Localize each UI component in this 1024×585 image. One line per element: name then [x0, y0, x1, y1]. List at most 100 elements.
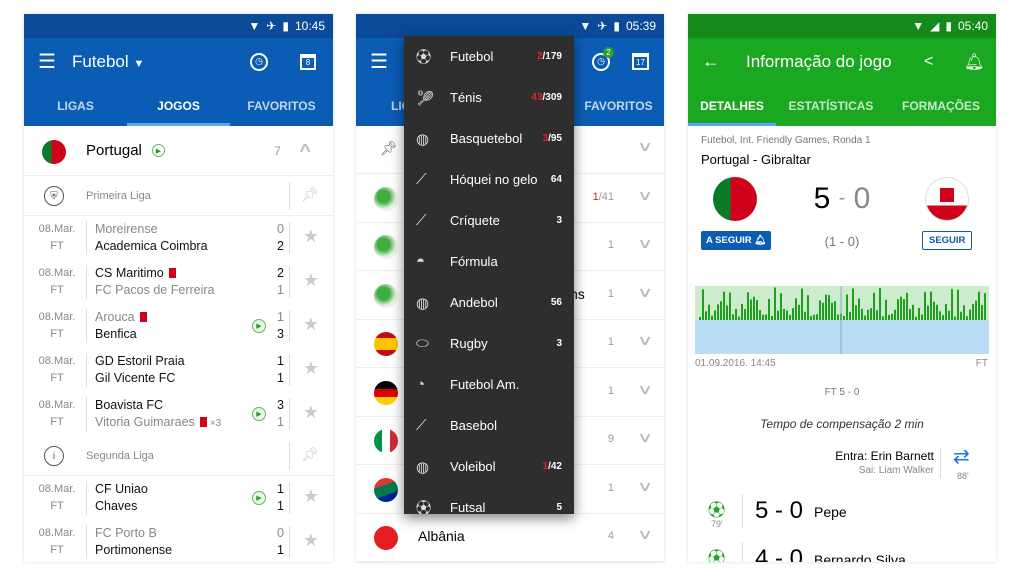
pin-icon[interactable]: 📌︎: [301, 446, 319, 462]
momentum-bar: [879, 287, 881, 320]
halftime-score: (1 - 0): [824, 234, 860, 249]
momentum-bar: [834, 301, 836, 320]
tab-jogos[interactable]: JOGOS: [127, 85, 230, 126]
match-row[interactable]: 08.Mar. FT CS Maritimo FC Pacos de Ferrei…: [24, 260, 333, 304]
sport-selector[interactable]: Futebol ▼: [72, 52, 144, 72]
total-count: 4: [607, 530, 614, 542]
momentum-bar: [846, 294, 848, 320]
world-flag-icon: [374, 186, 398, 211]
video-icon[interactable]: ▶: [252, 491, 266, 505]
chevron-down-icon[interactable]: ∨: [636, 283, 654, 300]
clock-icon[interactable]: ◷: [250, 52, 268, 71]
back-arrow-icon[interactable]: ←: [702, 51, 720, 71]
total-count: /42: [548, 461, 562, 472]
share-icon[interactable]: <: [924, 52, 934, 70]
momentum-bar: [966, 316, 968, 320]
red-card-icon: [168, 268, 176, 278]
tab-favoritos[interactable]: FAVORITOS: [584, 98, 653, 113]
favorite-star-icon[interactable]: ★: [302, 358, 319, 378]
tab-ligas[interactable]: LIGAS: [57, 98, 94, 113]
country-row[interactable]: Albânia 4 ∨: [356, 514, 664, 562]
momentum-bar: [963, 305, 965, 320]
chevron-down-icon[interactable]: ∨: [636, 138, 654, 154]
favorite-star-icon[interactable]: ★: [302, 226, 319, 246]
match-row[interactable]: 08.Mar. FT Arouca Benfica ▶ 1 3 ★: [24, 304, 333, 348]
battery-icon: ▮: [945, 19, 952, 33]
momentum-bar: [924, 291, 926, 320]
menu-item-sport[interactable]: ⟋ Hóquei no gelo 64: [404, 159, 574, 200]
momentum-bar: [774, 287, 776, 320]
menu-item-sport[interactable]: ◍ Voleibol 1/42: [404, 446, 574, 487]
favorite-star-icon[interactable]: ★: [302, 530, 319, 550]
momentum-bar: [891, 313, 893, 320]
match-row[interactable]: 08.Mar. FT FC Porto B Portimonense 0 1 ★: [24, 520, 333, 562]
follow-home-button[interactable]: A SEGUIR 🔔︎: [701, 231, 772, 250]
bell-icon[interactable]: 🔔︎: [964, 53, 985, 71]
match-row[interactable]: 08.Mar. FT CF Uniao Chaves ▶ 1 1 ★: [24, 476, 333, 520]
chevron-down-icon[interactable]: ∨: [636, 526, 654, 542]
menu-icon[interactable]: ☰: [370, 51, 388, 73]
menu-item-sport[interactable]: ◍ Andebol 56: [404, 282, 574, 323]
total-count: 1: [607, 384, 614, 397]
momentum-away-area: [695, 320, 989, 354]
chevron-down-icon[interactable]: ∨: [636, 429, 654, 445]
chevron-down-icon[interactable]: ∨: [636, 186, 654, 203]
country-count: 1: [608, 288, 614, 300]
follow-away-button[interactable]: SEGUIR: [922, 231, 973, 250]
favorite-star-icon[interactable]: ★: [302, 270, 319, 290]
match-row[interactable]: 08.Mar. FT Boavista FC Vitoria Guimaraes ×…: [24, 392, 333, 436]
timeline-start: 01.09.2016. 14:45: [695, 358, 776, 369]
menu-item-sport[interactable]: ⬭ Rugby 3: [404, 323, 574, 364]
menu-item-sport[interactable]: ⟋ Críquete 3: [404, 200, 574, 241]
menu-item-sport[interactable]: ◍ Basquetebol 3/95: [404, 118, 574, 159]
chevron-down-icon[interactable]: ∨: [636, 332, 654, 348]
league-logo-icon: ⛨: [44, 186, 64, 206]
video-icon[interactable]: ▶: [252, 407, 266, 421]
momentum-bar: [708, 304, 710, 320]
pin-icon[interactable]: 📌︎: [301, 186, 319, 202]
menu-item-sport[interactable]: ⟋ Basebol: [404, 405, 574, 446]
total-count: 3: [556, 338, 562, 349]
clock-icon[interactable]: ◷ 2: [592, 46, 614, 71]
calendar-icon[interactable]: 17: [632, 53, 649, 70]
momentum-bar: [897, 299, 899, 320]
favorite-star-icon[interactable]: ★: [302, 314, 319, 334]
match-status: FT: [50, 240, 64, 252]
momentum-bar: [720, 301, 722, 320]
favorite-star-icon[interactable]: ★: [302, 486, 319, 506]
baseball-icon: ⟋: [416, 417, 427, 434]
away-team: Portimonense: [95, 543, 173, 557]
menu-item-sport[interactable]: ◓ Fórmula: [404, 241, 574, 282]
menu-item-sport[interactable]: ◔ Futebol Am.: [404, 364, 574, 405]
momentum-bar: [789, 314, 791, 320]
chevron-down-icon[interactable]: ∨: [636, 477, 654, 494]
country-header[interactable]: Portugal ▶ 7 ∨: [24, 126, 333, 176]
match-row[interactable]: 08.Mar. FT GD Estoril Praia Gil Vicente F…: [24, 348, 333, 392]
momentum-bar: [705, 311, 707, 320]
tab-favoritos[interactable]: FAVORITOS: [247, 98, 316, 113]
chevron-down-icon[interactable]: ∨: [636, 380, 654, 397]
match-row[interactable]: 08.Mar. FT Moreirense Academica Coimbra 0…: [24, 216, 333, 260]
menu-icon[interactable]: ☰: [38, 51, 56, 73]
tab-detalhes[interactable]: DETALHES: [688, 85, 776, 126]
menu-item-sport[interactable]: 🎾︎ Ténis 43/309: [404, 77, 574, 118]
match-status: FT: [50, 372, 64, 384]
tab-formacoes[interactable]: FORMAÇÕES: [902, 98, 980, 113]
live-count: 43: [531, 92, 543, 103]
league-header[interactable]: ⛨ Primeira Liga 📌︎: [24, 176, 333, 216]
bell-icon: 🔔︎: [754, 235, 767, 246]
momentum-bar: [837, 314, 839, 320]
chevron-down-icon[interactable]: ∨: [636, 235, 654, 251]
sport-count: 3: [556, 215, 562, 226]
momentum-bar: [771, 315, 773, 320]
menu-item-sport[interactable]: ⚽︎ Futsal 5: [404, 487, 574, 514]
collapse-icon[interactable]: ∨: [296, 141, 314, 157]
menu-item-sport[interactable]: ⚽︎ Futebol 2/179: [404, 36, 574, 77]
league-header[interactable]: i Segunda Liga 📌︎: [24, 436, 333, 476]
screen-match-info: ▼ ◢ ▮ 05:40 ← Informação do jogo < 🔔︎ DETA…: [688, 14, 996, 562]
video-icon[interactable]: ▶: [252, 319, 266, 333]
tab-estatisticas[interactable]: ESTATÍSTICAS: [788, 98, 874, 113]
calendar-icon[interactable]: 8: [300, 53, 316, 70]
favorite-star-icon[interactable]: ★: [302, 402, 319, 422]
home-score: 2: [277, 266, 284, 280]
